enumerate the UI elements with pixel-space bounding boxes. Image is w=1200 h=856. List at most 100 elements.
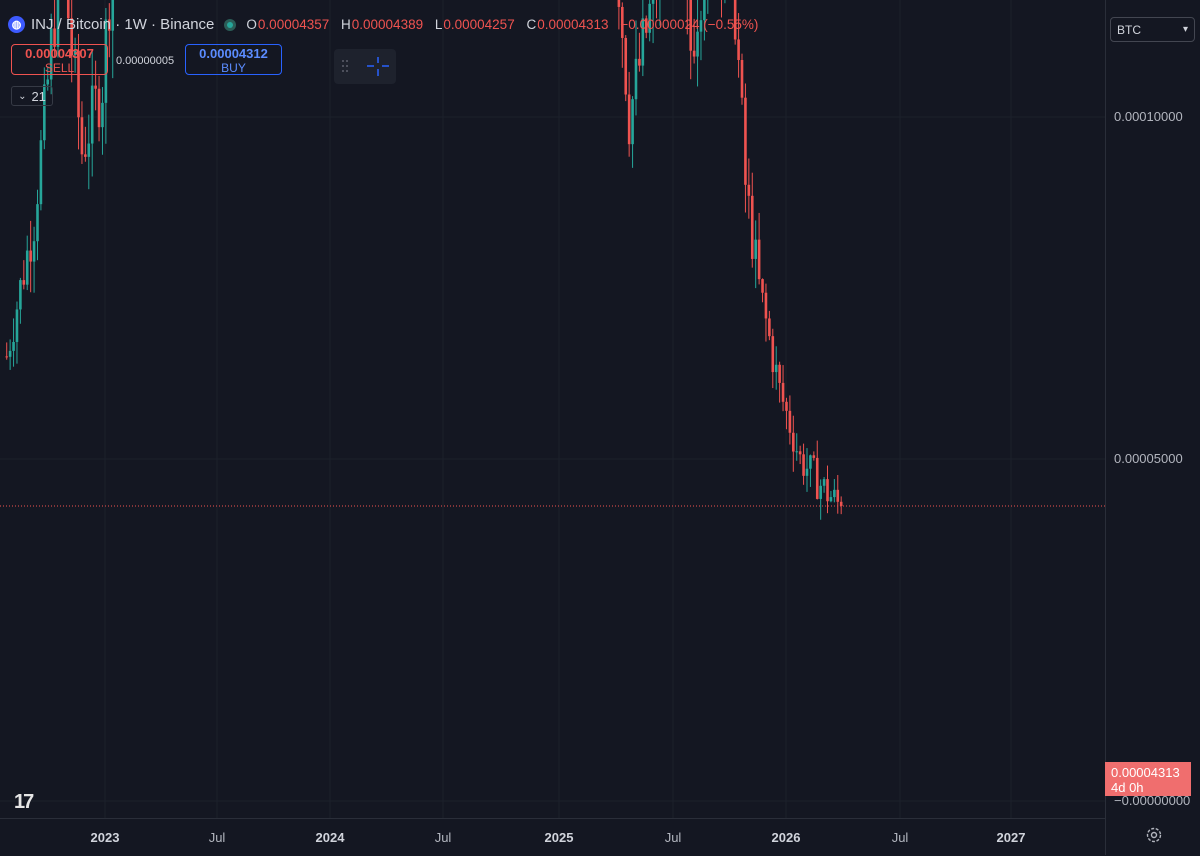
candle-body — [744, 97, 747, 185]
candlestick-chart[interactable] — [0, 0, 1105, 818]
candle-body — [805, 468, 809, 476]
time-axis[interactable]: 2023 Jul 2024 Jul 2025 Jul 2026 Jul 2027 — [0, 818, 1105, 856]
candle-body — [621, 6, 624, 38]
candle-body — [812, 455, 816, 458]
candle-body — [774, 364, 778, 373]
candle-body — [644, 18, 648, 33]
time-tick-label: 2024 — [315, 830, 345, 845]
candle-body — [80, 117, 84, 155]
candle-body — [833, 489, 836, 498]
buy-button[interactable]: 0.00004312 BUY — [185, 44, 282, 75]
chart-area[interactable]: ◍ INJ / Bitcoin · 1W · Binance O0.000043… — [0, 0, 1105, 818]
candle-body — [627, 94, 631, 145]
candle-body — [29, 250, 32, 262]
candle-body — [754, 239, 757, 259]
price-tick-label: 0.00010000 — [1114, 109, 1183, 124]
tradingview-logo[interactable]: 17 — [14, 791, 34, 813]
candle-body — [768, 318, 771, 337]
candle-body — [101, 102, 104, 128]
candle-body — [778, 364, 781, 383]
chevron-down-icon: ⌄ — [18, 90, 27, 102]
candle-body — [651, 0, 655, 4]
candle-body — [97, 88, 101, 128]
candle-body — [757, 239, 761, 280]
settings-gear-icon[interactable] — [1145, 826, 1163, 844]
candle-body — [795, 451, 799, 453]
candle-body — [90, 85, 94, 144]
candle-body — [108, 19, 111, 31]
candle-body — [781, 382, 785, 402]
drawing-widget[interactable] — [334, 49, 396, 84]
current-price-badge: 0.00004313 4d 0h — [1105, 762, 1191, 796]
currency-selector[interactable]: BTC ▾ — [1110, 17, 1195, 42]
candle-body — [111, 0, 115, 31]
time-tick-label: Jul — [891, 830, 909, 845]
candle-body — [771, 336, 775, 373]
inj-logo-icon: ◍ — [8, 16, 25, 33]
high-value: 0.00004389 — [351, 17, 424, 32]
candle-body — [84, 154, 87, 157]
candle-body — [94, 85, 97, 89]
candle-body — [733, 0, 737, 40]
indicators-toggle[interactable]: ⌄ 21 — [11, 86, 53, 106]
change-value: −0.00000024 (−0.55%) — [620, 17, 759, 32]
buy-label: BUY — [221, 61, 246, 75]
close-value: 0.00004313 — [537, 17, 609, 32]
candle-body — [73, 50, 77, 56]
candle-body — [761, 279, 764, 293]
high-label: H — [341, 17, 351, 32]
candle-body — [70, 18, 73, 56]
candle-body — [764, 292, 768, 319]
candle-body — [617, 0, 621, 7]
candle-body — [692, 50, 696, 57]
candle-body — [87, 143, 91, 157]
crosshair-icon[interactable] — [334, 49, 396, 84]
candle-body — [634, 58, 638, 100]
candle-body — [802, 454, 805, 476]
market-status-icon[interactable] — [224, 18, 237, 31]
low-label: L — [434, 17, 443, 32]
candle-body — [5, 356, 9, 358]
sell-price: 0.00004307 — [25, 46, 94, 61]
candle-body — [826, 479, 829, 502]
candle-body — [829, 497, 833, 502]
candle-body — [689, 0, 693, 51]
current-price-value: 0.00004313 — [1111, 765, 1180, 780]
candle-body — [8, 350, 12, 357]
sell-button[interactable]: 0.00004307 SELL — [11, 44, 108, 75]
candle-body — [53, 28, 56, 47]
time-tick-label: 2025 — [544, 830, 574, 845]
currency-label: BTC — [1117, 22, 1141, 37]
candle-body — [624, 37, 628, 95]
symbol-title[interactable]: INJ / Bitcoin · 1W · Binance — [31, 16, 215, 33]
candle-body — [19, 280, 22, 310]
candle-body — [36, 204, 39, 242]
price-axis[interactable]: 0.00010000 0.00005000 −0.00000000 — [1105, 0, 1200, 855]
candle-body — [750, 195, 754, 259]
candle-body — [22, 280, 26, 285]
candle-body — [822, 479, 826, 486]
candle-body — [43, 84, 46, 141]
candle-body — [56, 0, 60, 47]
open-label: O — [246, 17, 257, 32]
candle-body — [66, 0, 70, 19]
ohlc-values: O0.00004357 H0.00004389 L0.00004257 C0.0… — [246, 17, 766, 32]
candle-body — [641, 18, 645, 66]
candle-body — [798, 451, 802, 455]
candle-body — [49, 28, 53, 80]
candle-body — [699, 20, 703, 32]
price-tick-label: 0.00005000 — [1114, 451, 1183, 466]
open-value: 0.00004357 — [257, 17, 330, 32]
chart-header: ◍ INJ / Bitcoin · 1W · Binance O0.000043… — [8, 16, 766, 33]
candle-body — [809, 455, 812, 469]
time-tick-label: Jul — [434, 830, 452, 845]
chevron-down-icon: ▾ — [1182, 24, 1188, 35]
candle-body — [648, 3, 651, 33]
candle-body — [638, 58, 641, 66]
candle-body — [39, 140, 43, 205]
candle-body — [819, 485, 822, 499]
time-tick-label: 2023 — [90, 830, 120, 845]
sell-label: SELL — [44, 61, 75, 75]
bar-countdown: 4d 0h — [1111, 780, 1144, 795]
candle-body — [792, 432, 795, 452]
